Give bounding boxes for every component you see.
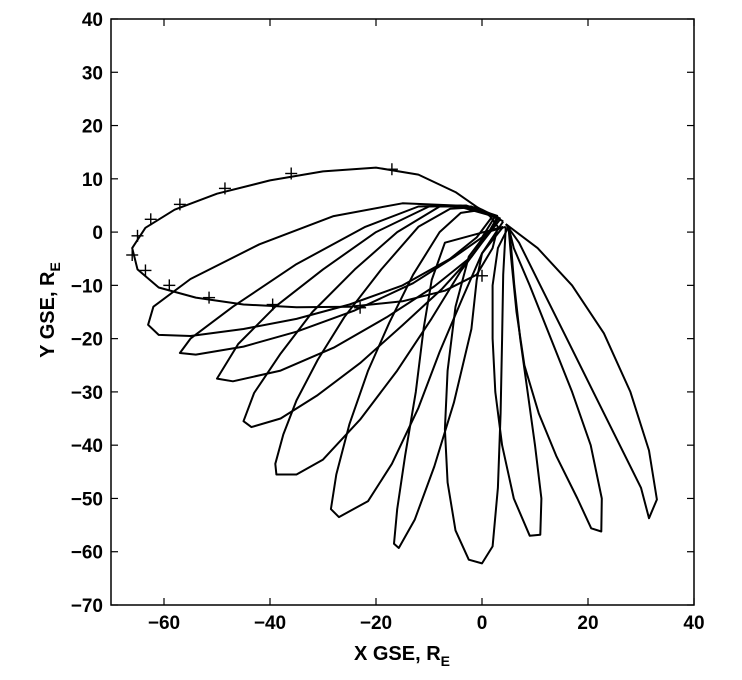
- orbit-marker-1-10: [203, 291, 216, 304]
- orbit-marker-1-9: [163, 279, 176, 292]
- y-tick-label-10: 30: [82, 63, 103, 84]
- orbit-line-3: [178, 204, 497, 356]
- y-axis-label-subscript: E: [47, 262, 63, 271]
- x-axis-label: X GSE, RE: [354, 643, 450, 669]
- orbit-marker-1-7: [126, 248, 139, 261]
- orbit-marker-1-5: [144, 213, 157, 226]
- orbit-marker-1-12: [354, 301, 367, 314]
- x-tick-label-5: 40: [683, 613, 704, 634]
- x-axis-label-subscript: E: [441, 653, 450, 669]
- y-tick-label-5: −20: [71, 330, 103, 351]
- orbit-marker-1-4: [173, 198, 186, 211]
- orbit-line-4: [216, 204, 499, 383]
- axis-tick-labels: −60 −40 −20 0 20 40 −70 −60 −50 −40 −30 −20 −10 0 10 20…: [71, 10, 705, 634]
- orbit-line-11: [507, 226, 603, 533]
- plot-frame: [110, 18, 695, 606]
- orbit-line-12: [504, 223, 658, 520]
- orbit-marker-1-3: [218, 182, 231, 195]
- y-tick-label-2: −50: [71, 489, 103, 510]
- orbit-markers-layer: [126, 163, 488, 314]
- orbit-marker-1-8: [139, 264, 152, 277]
- y-tick-label-11: 40: [82, 10, 103, 31]
- y-tick-label-1: −60: [71, 543, 103, 564]
- orbit-line-5: [242, 205, 499, 429]
- y-tick-label-6: −10: [71, 276, 103, 297]
- y-axis-label-main: Y GSE, R: [37, 271, 59, 358]
- x-tick-label-2: −20: [360, 613, 392, 634]
- orbit-marker-1-11: [266, 298, 279, 311]
- orbit-marker-1-2: [285, 167, 298, 180]
- orbit-line-9: [443, 225, 507, 565]
- x-tick-label-0: −60: [148, 613, 180, 634]
- orbit-marker-1-6: [131, 229, 144, 242]
- orbit-series-layer: [131, 166, 658, 565]
- orbit-line-7: [329, 208, 505, 519]
- x-axis-label-main: X GSE, R: [354, 643, 441, 665]
- y-tick-label-9: 20: [82, 117, 103, 138]
- y-tick-label-8: 10: [82, 170, 103, 191]
- y-tick-label-3: −40: [71, 436, 103, 457]
- orbit-marker-1-1: [385, 163, 398, 176]
- orbit-line-1: [131, 166, 499, 309]
- orbit-line-2: [147, 202, 494, 337]
- x-tick-label-1: −40: [254, 613, 286, 634]
- orbit-line-8: [393, 225, 504, 549]
- y-axis-label: Y GSE, RE: [37, 262, 63, 358]
- x-tick-label-4: 20: [577, 613, 598, 634]
- y-tick-label-4: −30: [71, 383, 103, 404]
- orbit-marker-1-13: [476, 269, 488, 282]
- axis-ticks: [111, 18, 695, 606]
- orbit-line-6: [274, 206, 502, 476]
- y-tick-label-0: −70: [71, 596, 103, 617]
- y-tick-label-7: 0: [92, 223, 103, 244]
- x-tick-label-3: 0: [477, 613, 488, 634]
